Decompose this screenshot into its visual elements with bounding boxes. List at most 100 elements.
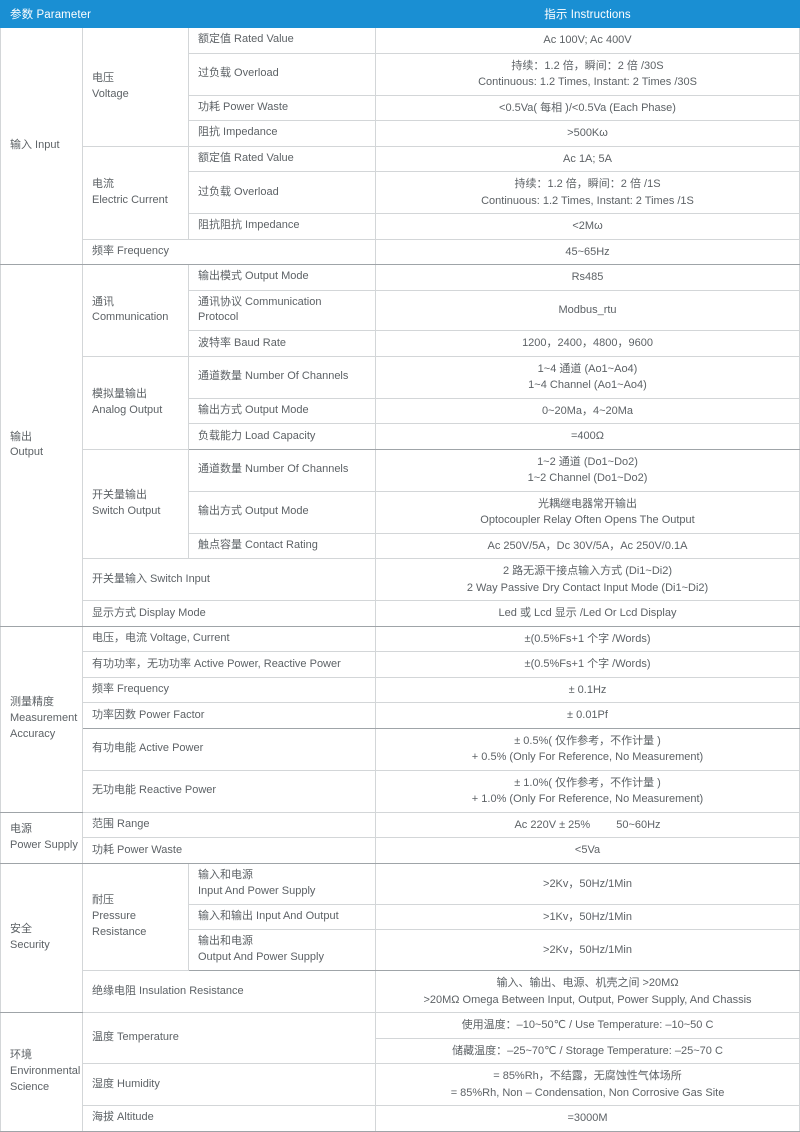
item-current-impedance: 阻抗阻抗 Impedance [187,213,377,240]
value-voltage-rated: Ac 100V; Ac 400V [375,27,800,54]
table-row: 绝缘电阻 Insulation Resistance 输入、输出、电源、机壳之间… [1,970,800,1014]
value-accuracy-voltage-current: ±(0.5%Fs+1 个字 /Words) [375,625,800,653]
value-insulation-resistance: 输入、输出、电源、机壳之间 >20MΩ >20MΩ Omega Between … [375,970,800,1014]
table-row: 湿度 Humidity = 85%Rh，不结露，无腐蚀性气体场所 = 85%Rh… [1,1063,800,1107]
value-current-overload-en: Continuous: 1.2 Times, Instant: 2 Times … [481,194,694,207]
value-output-and-power-supply: >2Kv，50Hz/1Min [375,929,800,972]
group-measurement-accuracy: 测量精度 Measurement Accuracy [0,625,83,813]
value-storage-temperature: 储藏温度：–25~70℃ / Storage Temperature: –25~… [375,1037,800,1065]
value-power-waste: <5Va [375,837,800,864]
subgroup-analog-output-en: Analog Output [92,403,163,416]
value-current-overload: 持续：1.2 倍，瞬间：2 倍 /1S Continuous: 1.2 Time… [375,171,800,214]
item-accuracy-reactive-energy: 无功电能 Reactive Power [81,769,377,813]
value-power-range-voltage: Ac 220V ± 25% [514,818,591,831]
value-accuracy-reactive-energy-en: + 1.0% (Only For Reference, No Measureme… [471,793,704,806]
table-row: 无功电能 Reactive Power ± 1.0%( 仅作参考，不作计量 ) … [1,769,800,813]
subgroup-current-en: Electric Current [92,193,168,206]
table-header-row: 参数 Parameter 指示 Instructions [0,0,800,28]
item-ao-channels: 通道数量 Number Of Channels [187,355,377,399]
value-current-overload-cn: 持续：1.2 倍，瞬间：2 倍 /1S [514,178,661,190]
value-humidity-en: = 85%Rh, Non – Condensation, Non Corrosi… [450,1086,725,1099]
table-row: 电流 Electric Current 额定值 Rated Value Ac 1… [1,145,800,240]
item-output-and-power-supply-cn: 输出和电源 [198,935,253,948]
value-do-channels-en: 1~2 Channel (Do1~Do2) [527,472,648,485]
table-row: 通讯协议 Communication Protocol Modbus_rtu [1,289,800,332]
value-humidity-cn: = 85%Rh，不结露，无腐蚀性气体场所 [493,1070,682,1083]
item-humidity: 湿度 Humidity [81,1063,377,1107]
value-do-channels-cn: 1~2 通道 (Do1~Do2) [537,455,638,468]
table-row: 功耗 Power Waste <5Va [1,837,800,864]
header-parameter: 参数 Parameter [0,0,377,28]
table-row: 功率因数 Power Factor ± 0.01Pf [1,702,800,729]
value-power-range: Ac 220V ± 25% 50~60Hz [375,811,800,839]
group-accuracy-en1: Measurement [10,712,78,725]
item-input-and-output: 输入和输出 Input And Output [187,903,377,931]
item-ao-output-mode: 输出方式 Output Mode [187,397,377,425]
value-do-output-mode-en: Optocoupler Relay Often Opens The Output [480,514,695,527]
value-ao-output-mode: 0~20Ma，4~20Ma [375,397,800,425]
value-ao-channels-cn: 1~4 通道 (Ao1~Ao4) [537,362,638,375]
group-environmental-science: 环境 Environmental Science [0,1012,83,1132]
value-voltage-impedance: >500Kω [375,120,800,147]
subgroup-voltage-en: Voltage [92,87,129,100]
value-comm-protocol: Modbus_rtu [375,289,800,332]
table-row: 过负载 Overload 持续：1.2 倍，瞬间：2 倍 /30S Contin… [1,52,800,96]
subgroup-communication-cn: 通讯 [92,295,114,308]
item-current-overload: 过负载 Overload [187,171,377,214]
item-comm-protocol-line2: Protocol [198,311,239,324]
value-accuracy-frequency: ± 0.1Hz [375,676,800,704]
item-voltage-power-waste: 功耗 Power Waste [187,94,377,121]
table-row: 有功功率，无功功率 Active Power, Reactive Power ±… [1,651,800,678]
value-altitude: =3000M [375,1105,800,1132]
table-row: 功耗 Power Waste <0.5Va( 每相 )/<0.5Va (Each… [1,94,800,121]
item-insulation-resistance: 绝缘电阻 Insulation Resistance [81,970,377,1014]
table-row: 负载能力 Load Capacity =400Ω [1,423,800,450]
value-comm-baud-rate: 1200，2400，4800，9600 [375,330,800,357]
group-power-supply-cn: 电源 [10,822,32,835]
subgroup-electric-current: 电流 Electric Current [82,145,189,240]
value-use-temperature: 使用温度：–10~50℃ / Use Temperature: –10~50 C [375,1012,800,1039]
value-accuracy-active-energy-en: + 0.5% (Only For Reference, No Measureme… [471,751,704,764]
item-voltage-impedance: 阻抗 Impedance [187,120,377,147]
item-output-and-power-supply: 输出和电源 Output And Power Supply [187,929,377,972]
group-output-en: Output [10,446,44,459]
item-accuracy-voltage-current: 电压，电流 Voltage, Current [81,625,377,653]
group-security-cn: 安全 [10,923,32,936]
value-current-impedance: <2Mω [375,213,800,240]
table-row: 开关量输出 Switch Output 通道数量 Number Of Chann… [1,448,800,560]
subgroup-analog-output-cn: 模拟量输出 [92,387,147,400]
value-ao-channels-en: 1~4 Channel (Ao1~Ao4) [528,379,647,392]
table-row: 频率 Frequency ± 0.1Hz [1,676,800,704]
group-input: 输入 Input [0,27,83,265]
table-row: 频率 Frequency 45~65Hz [1,238,800,265]
value-accuracy-power-factor: ± 0.01Pf [375,702,800,729]
subgroup-pressure-resistance-en1: Pressure [92,910,137,923]
group-power-supply-en: Power Supply [10,838,78,851]
value-comm-output-mode: Rs485 [375,264,800,291]
item-ao-load-capacity: 负载能力 Load Capacity [187,423,377,450]
value-input-and-output: >1Kv，50Hz/1Min [375,903,800,931]
value-ao-load-capacity: =400Ω [375,423,800,450]
table-row: 环境 Environmental Science 温度 Temperature … [0,1012,800,1132]
value-accuracy-active-energy: ± 0.5%( 仅作参考，不作计量 ) + 0.5% (Only For Ref… [375,727,800,771]
value-switch-input-en: 2 Way Passive Dry Contact Input Mode (Di… [466,581,709,594]
value-accuracy-reactive-energy-cn: ± 1.0%( 仅作参考，不作计量 ) [514,776,661,789]
item-comm-baud-rate: 波特率 Baud Rate [187,330,377,357]
value-accuracy-active-reactive-power: ±(0.5%Fs+1 个字 /Words) [375,651,800,678]
group-security: 安全 Security [0,862,83,1014]
table-row: 触点容量 Contact Rating Ac 250V/5A，Dc 30V/5A… [1,532,800,560]
item-accuracy-active-energy: 有功电能 Active Power [81,727,377,771]
subgroup-pressure-resistance-en2: Resistance [92,925,147,938]
subgroup-voltage-cn: 电压 [92,71,114,84]
item-temperature: 温度 Temperature [81,1012,377,1065]
item-do-contact-rating: 触点容量 Contact Rating [187,532,377,560]
item-current-rated: 额定值 Rated Value [187,145,377,172]
table-row: 输出 Output 通讯 Communication 输出模式 Output M… [0,264,800,627]
value-voltage-overload: 持续：1.2 倍，瞬间：2 倍 /30S Continuous: 1.2 Tim… [375,52,800,96]
value-voltage-overload-cn: 持续：1.2 倍，瞬间：2 倍 /30S [511,59,664,72]
group-environment-en1: Environmental [10,1064,81,1077]
value-ao-channels: 1~4 通道 (Ao1~Ao4) 1~4 Channel (Ao1~Ao4) [375,355,800,399]
subgroup-switch-output-en: Switch Output [92,505,161,518]
group-security-en: Security [10,939,50,951]
item-comm-output-mode: 输出模式 Output Mode [187,264,377,291]
